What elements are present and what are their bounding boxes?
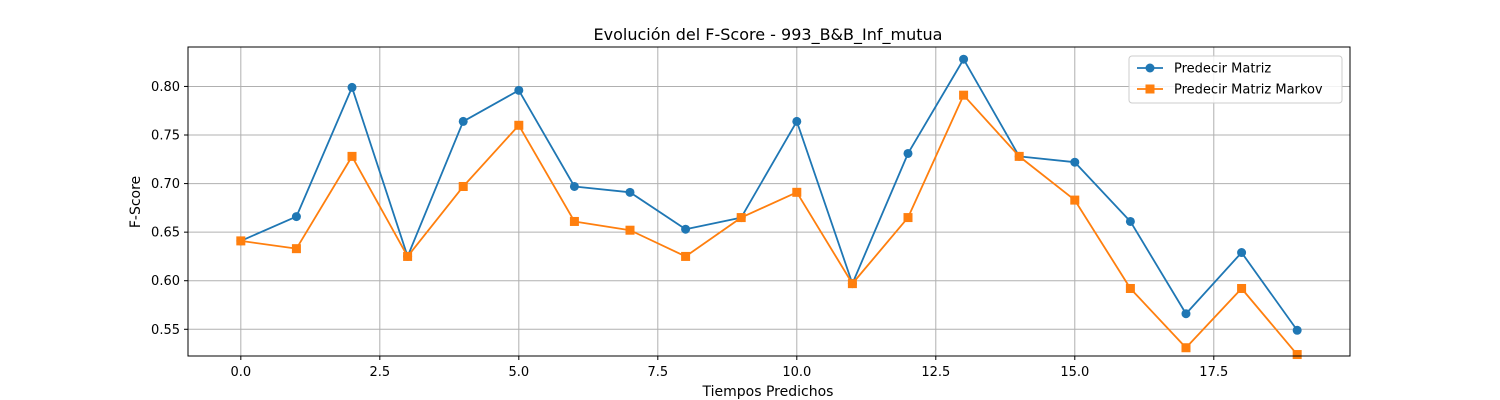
data-point-square — [1292, 350, 1302, 360]
y-axis-label: F-Score — [128, 176, 144, 228]
data-point-circle — [681, 224, 691, 234]
legend-label: Predecir Matriz — [1174, 62, 1271, 77]
data-point-circle — [903, 148, 913, 158]
data-point-square — [625, 225, 635, 235]
y-tick-label: 0.60 — [151, 274, 180, 289]
legend-marker-circle — [1145, 63, 1155, 73]
data-point-circle — [291, 212, 301, 222]
data-point-square — [792, 187, 802, 197]
y-tick-label: 0.70 — [151, 177, 180, 192]
data-point-circle — [625, 187, 635, 197]
legend-item: Predecir Matriz Markov — [1137, 83, 1323, 98]
data-point-square — [403, 251, 413, 261]
x-axis-label: Tiempos Predichos — [702, 384, 834, 400]
data-point-circle — [514, 85, 524, 95]
data-point-square — [1014, 151, 1024, 161]
data-point-square — [903, 213, 913, 223]
series-line — [240, 58, 1298, 331]
x-tick-label: 12.5 — [921, 365, 950, 380]
data-point-square — [681, 251, 691, 261]
data-point-square — [291, 244, 301, 254]
y-tick-label: 0.75 — [151, 129, 180, 144]
data-point-square — [959, 90, 969, 100]
chart-title: Evolución del F-Score - 993_B&B_Inf_mutu… — [594, 25, 943, 45]
series-line — [240, 94, 1298, 356]
data-point-square — [347, 151, 357, 161]
data-point-square — [514, 120, 524, 130]
data-point-circle — [959, 54, 969, 64]
ticks: 0.0 2.5 5.0 7.5 10.0 12.5 15.0 17.5 0.55 0.60 0.65… — [151, 80, 1228, 380]
data-point-circle — [347, 82, 357, 92]
legend-marker-square — [1145, 84, 1155, 94]
data-point-square — [847, 279, 857, 289]
data-point-circle — [569, 181, 579, 191]
data-point-circle — [792, 116, 802, 126]
data-point-square — [1070, 195, 1080, 205]
y-tick-label: 0.80 — [151, 80, 180, 95]
x-tick-label: 17.5 — [1199, 365, 1228, 380]
x-tick-label: 7.5 — [647, 365, 668, 380]
data-point-circle — [1125, 216, 1135, 226]
data-point-circle — [458, 116, 468, 126]
data-point-circle — [1070, 157, 1080, 167]
data-point-circle — [1181, 309, 1191, 319]
y-tick-label: 0.55 — [151, 323, 180, 338]
data-point-circle — [1292, 325, 1302, 335]
x-tick-label: 15.0 — [1060, 365, 1089, 380]
x-tick-label: 0.0 — [230, 365, 251, 380]
legend-box — [1128, 55, 1343, 104]
plot-frame — [187, 46, 1351, 357]
y-tick-label: 0.65 — [151, 226, 180, 241]
series-2 — [236, 90, 1302, 360]
x-tick-label: 10.0 — [782, 365, 811, 380]
data-point-circle — [1237, 248, 1247, 258]
legend-item: Predecir Matriz — [1137, 62, 1271, 77]
x-tick-label: 5.0 — [508, 365, 529, 380]
data-point-square — [458, 181, 468, 191]
legend-label: Predecir Matriz Markov — [1174, 83, 1323, 98]
data-point-square — [1237, 283, 1247, 293]
x-tick-label: 2.5 — [369, 365, 390, 380]
data-point-square — [236, 236, 246, 246]
legend: Predecir Matriz Predecir Matriz Markov — [1128, 55, 1343, 104]
data-point-square — [1181, 343, 1191, 353]
data-point-square — [736, 213, 746, 223]
series-layer — [236, 54, 1302, 360]
data-point-square — [569, 216, 579, 226]
data-point-square — [1125, 283, 1135, 293]
